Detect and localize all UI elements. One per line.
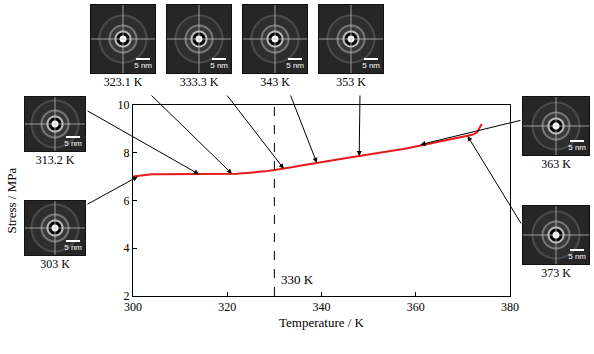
html-text:303 K: 303 K (40, 257, 70, 271)
html-text:5 nm: 5 nm (134, 61, 152, 70)
html-text:373 K: 373 K (541, 266, 571, 280)
html-text:333.3 K: 333.3 K (179, 75, 219, 89)
svg-text:Temperature / K: Temperature / K (279, 315, 365, 330)
html-text:5 nm: 5 nm (64, 243, 82, 252)
svg-text:4: 4 (124, 241, 130, 255)
svg-text:380: 380 (501, 300, 519, 314)
html-text:5 nm: 5 nm (362, 61, 380, 70)
svg-text:2: 2 (124, 289, 130, 303)
svg-text:330 K: 330 K (281, 272, 314, 287)
svg-text:340: 340 (313, 300, 331, 314)
svg-text:Stress / MPa: Stress / MPa (4, 168, 19, 234)
html-text:313.2 K: 313.2 K (35, 153, 75, 167)
html-text:5 nm: 5 nm (568, 252, 586, 261)
svg-text:6: 6 (124, 194, 130, 208)
html-text:5 nm: 5 nm (210, 61, 228, 70)
html-text:353 K: 353 K (336, 75, 366, 89)
svg-text:320: 320 (218, 300, 236, 314)
html-text:363 K: 363 K (541, 157, 571, 171)
html-text:343 K: 343 K (260, 75, 290, 89)
html-text:5 nm: 5 nm (286, 61, 304, 70)
html-text:5 nm: 5 nm (568, 143, 586, 152)
svg-text:300: 300 (124, 300, 142, 314)
html-text:5 nm: 5 nm (64, 139, 82, 148)
svg-text:8: 8 (124, 146, 130, 160)
svg-text:360: 360 (407, 300, 425, 314)
svg-text:10: 10 (118, 98, 130, 112)
html-text:323.1 K: 323.1 K (103, 75, 143, 89)
